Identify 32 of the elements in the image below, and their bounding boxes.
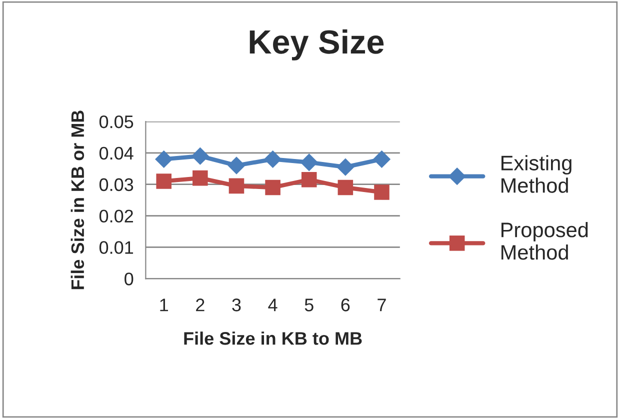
chart-title: Key Size <box>250 29 384 60</box>
y-tick-label: 0.05 <box>99 115 134 128</box>
point <box>156 174 172 189</box>
x-tick-label: 2 <box>196 298 204 312</box>
legend-label: Existing Method <box>502 155 572 193</box>
legend-label: Proposed Method <box>502 222 588 260</box>
x-tick-label: 5 <box>304 298 314 312</box>
x-tick-label: 6 <box>341 298 350 312</box>
x-tick-label: 3 <box>232 298 241 312</box>
x-tick-label: 1 <box>160 298 168 312</box>
point <box>264 150 282 168</box>
point <box>265 180 280 196</box>
point <box>336 158 354 176</box>
point <box>338 180 354 196</box>
y-tick-label: 0.02 <box>99 210 133 223</box>
point <box>228 156 246 174</box>
x-tick-label: 7 <box>378 298 386 312</box>
point <box>155 150 173 168</box>
point <box>374 184 390 200</box>
y-tick-label: 0 <box>124 272 134 286</box>
point <box>192 170 208 186</box>
y-tick-label: 0.03 <box>99 178 134 192</box>
x-axis-title: File Size in KB to MB <box>184 332 362 345</box>
y-axis-title: File Size in KB or MB <box>70 110 84 290</box>
y-tick-label: 0.04 <box>99 146 134 160</box>
point <box>372 150 391 168</box>
point <box>301 172 317 188</box>
point <box>300 154 318 172</box>
y-tick-label: 0.01 <box>99 241 134 254</box>
point <box>191 147 210 165</box>
point <box>228 178 244 194</box>
x-tick-label: 4 <box>268 298 278 312</box>
